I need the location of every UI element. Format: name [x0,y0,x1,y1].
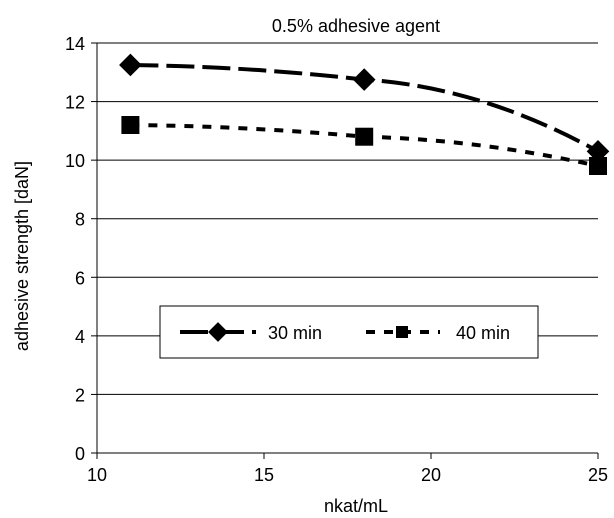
data-point-40-min-2 [589,157,607,175]
y-tick-label: 2 [75,385,85,405]
y-tick-label: 12 [65,93,85,113]
data-point-40-min-1 [355,127,374,146]
legend-marker-40-min [396,326,408,338]
legend-item-30-min: 30 min [180,322,322,343]
data-point-30-min-1 [352,68,376,91]
series-group [119,53,610,175]
x-axis-ticks: 10 15 20 25 [87,453,608,485]
y-tick-label: 4 [75,327,85,347]
y-axis-label: adhesive strength [daN] [12,161,32,351]
legend-label-40-min: 40 min [456,323,510,343]
x-tick-label: 15 [254,465,274,485]
y-tick-label: 8 [75,210,85,230]
chart-title: 0.5% adhesive agent [272,16,440,36]
y-tick-label: 6 [75,268,85,288]
data-point-40-min-0 [121,116,140,134]
legend: 30 min 40 min [159,305,539,359]
y-tick-label: 0 [75,444,85,464]
data-point-30-min-0 [119,53,142,77]
legend-marker-30-min [208,322,228,342]
x-tick-label: 20 [421,465,441,485]
x-tick-label: 25 [588,465,608,485]
x-axis-label: nkat/mL [324,496,388,516]
y-tick-label: 14 [65,34,85,54]
x-tick-label: 10 [87,465,107,485]
legend-item-40-min: 40 min [366,323,510,343]
y-axis-ticks: 0 2 4 6 8 10 12 14 [65,34,97,464]
axes [96,43,598,454]
y-tick-label: 10 [65,151,85,171]
series-30-min [119,53,610,163]
legend-label-30-min: 30 min [268,323,322,343]
series-40-min [121,116,607,175]
